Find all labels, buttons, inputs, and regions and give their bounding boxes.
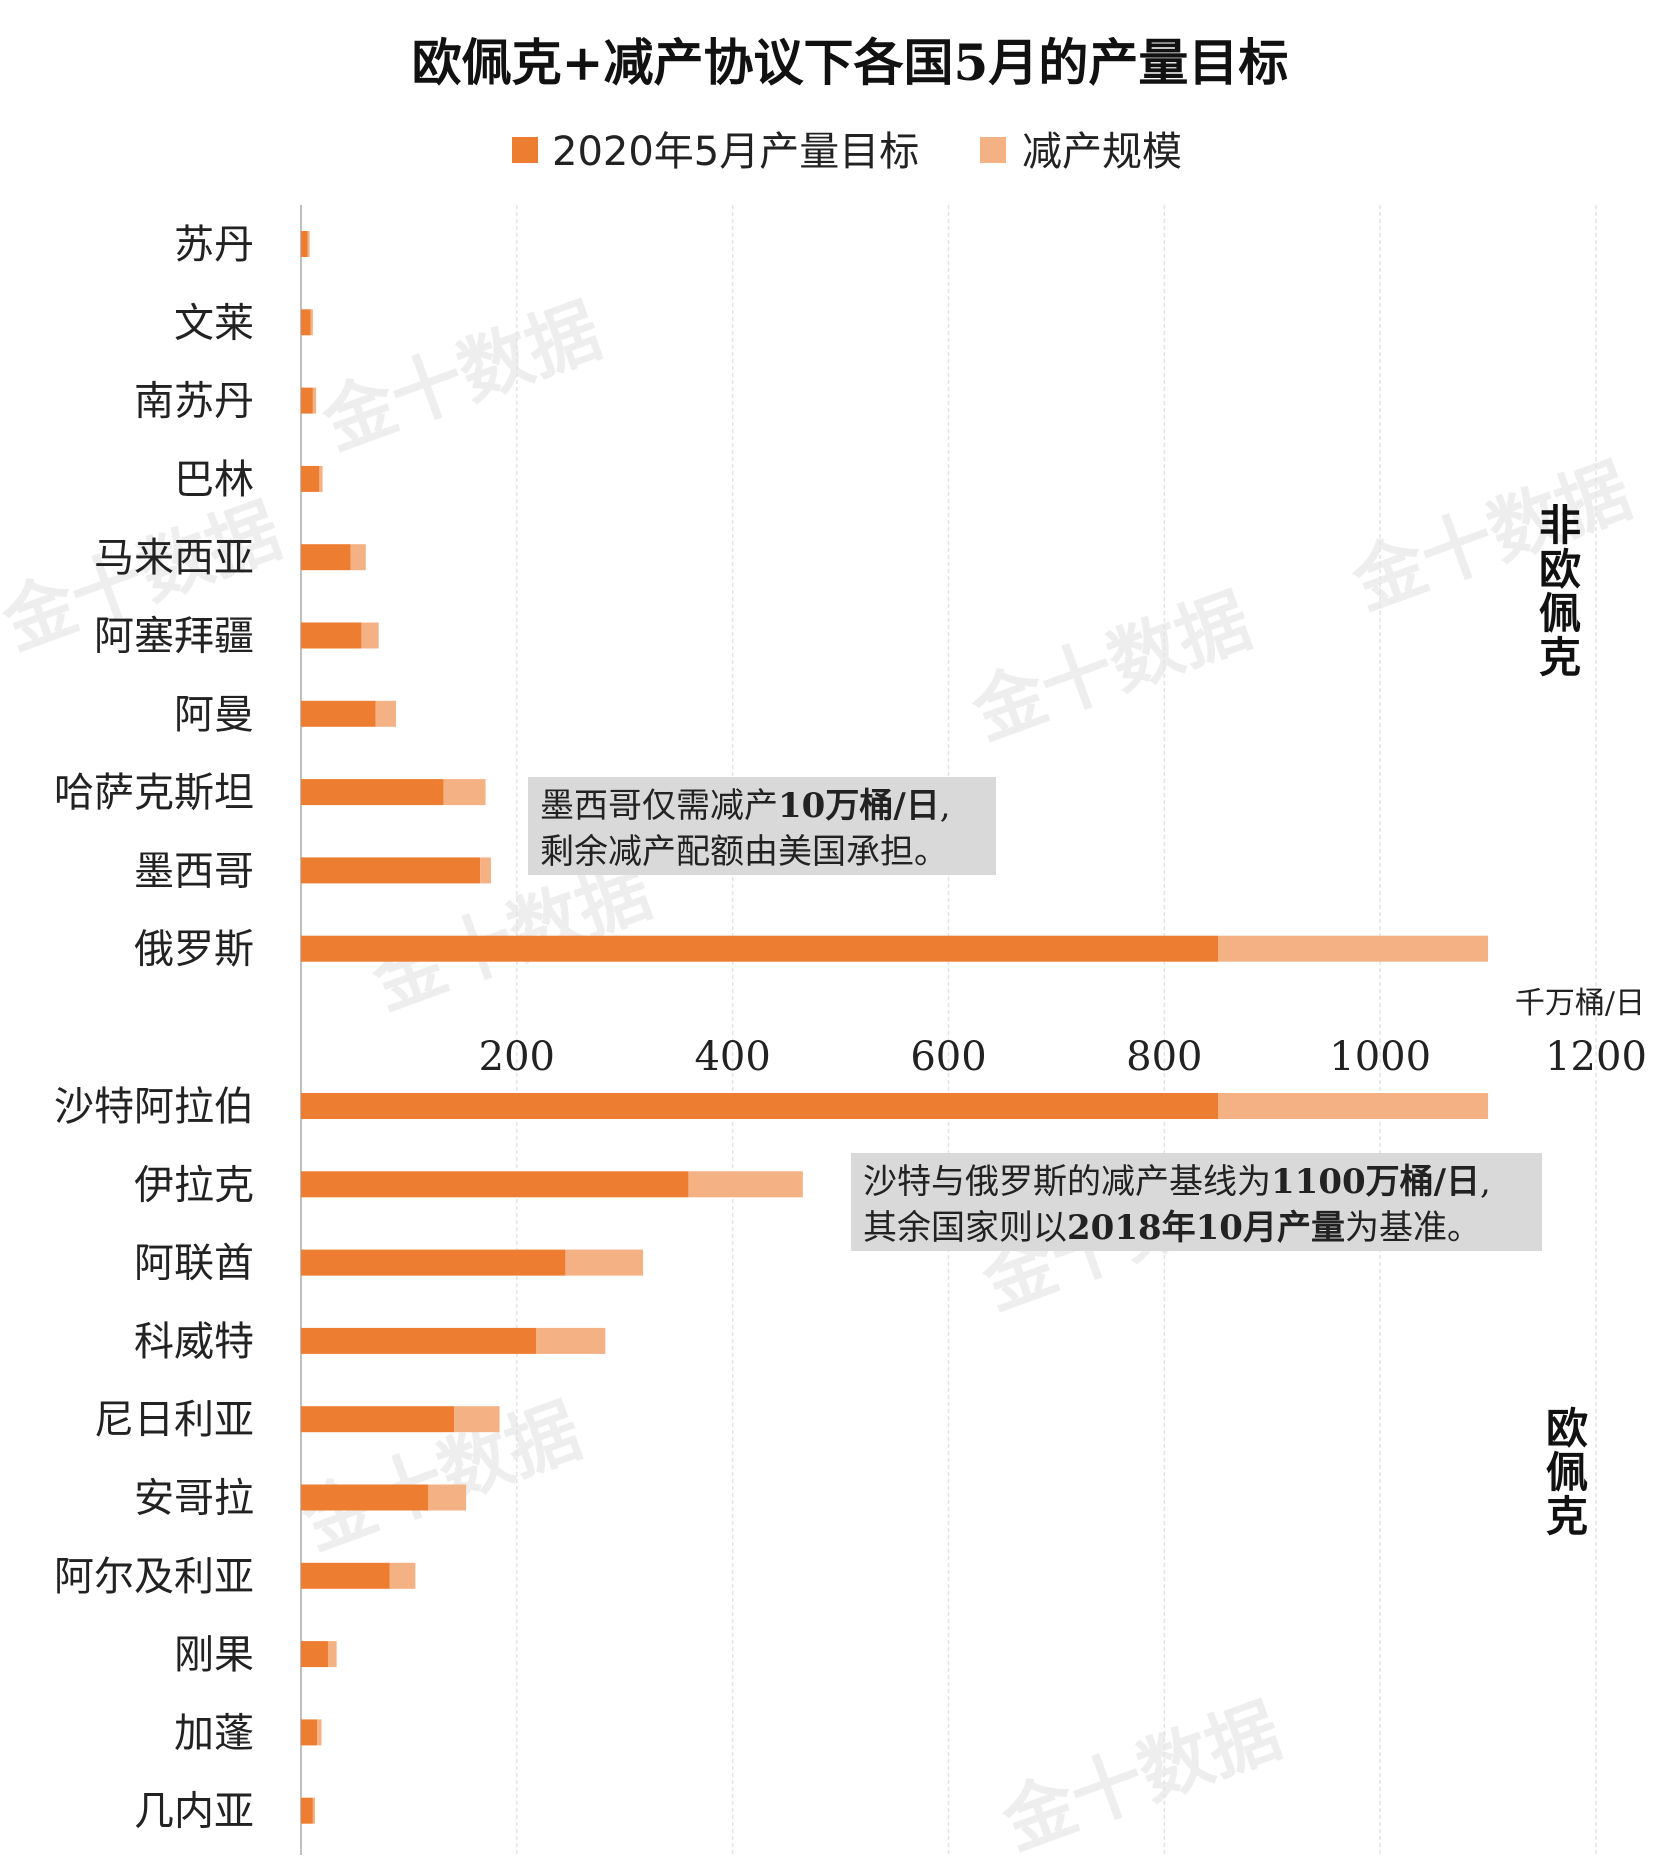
bar-target: [301, 1641, 328, 1668]
category-label: 尼日利亚: [94, 1397, 254, 1443]
bar-target: [301, 309, 311, 336]
category-label: 阿塞拜疆: [94, 614, 254, 660]
bar-cut: [688, 1171, 803, 1198]
category-label: 南苏丹: [134, 379, 254, 425]
group-label: 欧佩克: [1546, 1404, 1588, 1541]
bar-cut: [565, 1249, 644, 1276]
category-label: 文莱: [174, 300, 254, 346]
category-label: 沙特阿拉伯: [54, 1084, 254, 1130]
legend: 2020年5月产量目标 减产规模: [512, 129, 1182, 175]
bar-target: [301, 1327, 537, 1354]
bar-target: [301, 622, 362, 649]
tick-label: 600: [910, 1034, 986, 1080]
bar-cut: [1218, 935, 1489, 962]
category-label: 安哥拉: [134, 1476, 254, 1522]
tick-label: 1200: [1545, 1034, 1647, 1080]
tick-label: 200: [479, 1034, 555, 1080]
bar-target: [301, 857, 481, 884]
chart-title: 欧佩克+减产协议下各国5月的产量目标: [412, 33, 1289, 92]
watermark-text: 金十数据: [961, 578, 1261, 756]
bars: [301, 231, 1489, 1824]
bar-cut: [428, 1484, 467, 1511]
category-labels: 苏丹文莱南苏丹巴林马来西亚阿塞拜疆阿曼哈萨克斯坦墨西哥俄罗斯沙特阿拉伯伊拉克阿联…: [54, 222, 254, 1835]
bar-target: [301, 1093, 1219, 1119]
legend-label-target: 2020年5月产量目标: [552, 129, 919, 175]
legend-swatch-cut: [980, 137, 1006, 163]
tick-labels: 200 400 600 800 1000 1200: [479, 1034, 1647, 1080]
category-label: 苏丹: [174, 222, 254, 268]
bar-cut: [536, 1327, 606, 1354]
bar-target: [301, 779, 444, 806]
bar-target: [301, 1171, 689, 1198]
bar-target: [301, 387, 313, 414]
bar-cut: [310, 309, 313, 336]
bar-cut: [480, 857, 491, 884]
category-label: 俄罗斯: [134, 927, 254, 973]
bar-cut: [317, 1719, 322, 1746]
grid-lines: [300, 205, 1597, 1855]
tick-label: 800: [1126, 1034, 1202, 1080]
legend-swatch-target: [512, 137, 538, 163]
tick-label: 400: [694, 1034, 770, 1080]
bar-target: [301, 1797, 313, 1824]
bar-target: [301, 935, 1219, 962]
bar-target: [301, 1484, 429, 1511]
bar-cut: [389, 1562, 416, 1589]
bar-target: [301, 1562, 390, 1589]
bar-cut: [361, 622, 379, 649]
bar-cut: [375, 700, 396, 727]
category-label: 阿曼: [174, 692, 254, 738]
bar-cut: [312, 1797, 316, 1824]
watermark-text: 金十数据: [991, 1688, 1291, 1866]
bar-target: [301, 231, 308, 257]
category-label: 几内亚: [134, 1789, 254, 1835]
bar-target: [301, 1719, 318, 1746]
annotation-baseline: 沙特与俄罗斯的减产基线为1100万桶/日, 其余国家则以2018年10月产量为基…: [851, 1153, 1542, 1251]
category-label: 马来西亚: [94, 535, 254, 581]
bar-target: [301, 700, 376, 727]
bar-cut: [307, 231, 310, 257]
bar-cut: [454, 1406, 500, 1433]
category-label: 伊拉克: [134, 1162, 254, 1208]
bar-cut: [312, 387, 317, 414]
category-label: 哈萨克斯坦: [54, 770, 254, 816]
annotation-mexico: 墨西哥仅需减产10万桶/日, 剩余减产配额由美国承担。: [528, 777, 996, 875]
bar-cut: [350, 544, 366, 571]
bar-cut: [443, 779, 486, 806]
bar-target: [301, 465, 320, 492]
category-label: 阿联酋: [134, 1241, 254, 1287]
bar-cut: [1218, 1093, 1489, 1119]
bar-target: [301, 1249, 566, 1276]
category-label: 加蓬: [174, 1710, 254, 1756]
legend-label-cut: 减产规模: [1022, 129, 1182, 175]
category-label: 科威特: [134, 1319, 254, 1365]
category-label: 巴林: [174, 457, 254, 503]
bar-target: [301, 544, 351, 571]
category-label: 墨西哥: [134, 848, 254, 894]
bar-cut: [319, 465, 323, 492]
category-label: 刚果: [174, 1632, 254, 1678]
bar-cut: [327, 1641, 337, 1668]
group-label: 非欧佩克: [1539, 501, 1581, 682]
unit-label: 千万桶/日: [1515, 986, 1645, 1021]
watermark-text: 金十数据: [311, 288, 611, 466]
tick-label: 1000: [1329, 1034, 1431, 1080]
category-label: 阿尔及利亚: [54, 1554, 254, 1600]
bar-target: [301, 1406, 455, 1433]
